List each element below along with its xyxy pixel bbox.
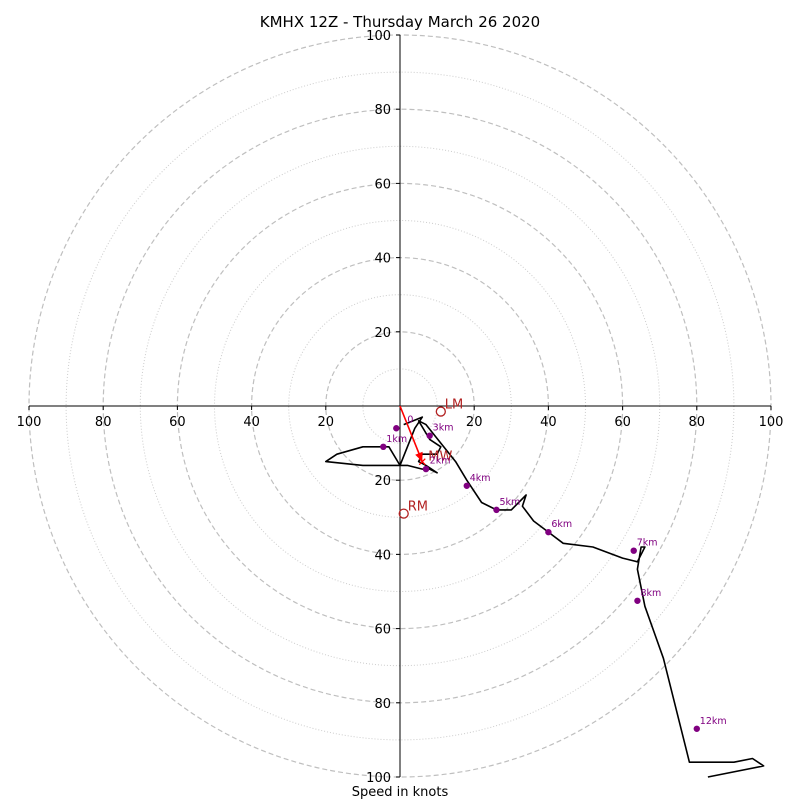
chart-title: KMHX 12Z - Thursday March 26 2020 bbox=[260, 13, 540, 31]
height-marker-point bbox=[422, 465, 430, 473]
tick-labels: 100 80 60 40 20 20 40 60 80 100 20 40 60 80 100 20 40 60 8… bbox=[17, 29, 784, 786]
x-tick-label: 20 bbox=[318, 415, 335, 430]
mean-wind-label: MW bbox=[428, 450, 452, 465]
x-tick-label: 20 bbox=[466, 415, 483, 430]
height-marker-label: 6km bbox=[551, 519, 572, 530]
height-marker-point bbox=[426, 432, 433, 439]
x-tick-label: 40 bbox=[243, 415, 260, 430]
height-marker-label: 12km bbox=[700, 716, 727, 727]
y-tick-label: 20 bbox=[374, 474, 391, 489]
storm-motion-point bbox=[435, 406, 446, 417]
y-tick-label: 60 bbox=[374, 623, 391, 638]
x-tick-label: 60 bbox=[169, 415, 186, 430]
height-marker-label: 1km bbox=[386, 434, 407, 445]
x-tick-label: 100 bbox=[759, 415, 784, 430]
height-marker-point bbox=[630, 547, 637, 554]
x-tick-label: 40 bbox=[540, 415, 557, 430]
mean-wind-vector: MW bbox=[399, 405, 452, 466]
height-marker-label: 2km bbox=[430, 456, 451, 467]
x-tick-label: 100 bbox=[17, 415, 42, 430]
height-marker-point bbox=[463, 482, 470, 489]
storm-motion-label: LM bbox=[445, 398, 463, 413]
storm-motion-label: RM bbox=[408, 500, 428, 515]
y-tick-label: 100 bbox=[366, 771, 391, 786]
x-tick-label: 80 bbox=[95, 415, 112, 430]
height-marker-label: 4km bbox=[470, 473, 491, 484]
hodograph-line bbox=[324, 416, 765, 778]
x-axis-label: Speed in knots bbox=[352, 785, 449, 800]
height-marker-point bbox=[380, 443, 387, 451]
storm-motion-point bbox=[398, 508, 409, 519]
height-marker-label: 7km bbox=[637, 538, 658, 549]
height-marker-label: 5km bbox=[499, 497, 520, 508]
y-tick-label: 100 bbox=[366, 29, 391, 44]
height-marker-point bbox=[693, 725, 700, 732]
mean-wind-arrow bbox=[399, 405, 424, 462]
storm-motion-markers: LM RM bbox=[398, 398, 463, 519]
height-marker-point bbox=[634, 597, 641, 604]
height-markers: 1km 3km 4km 5km 6km 7km 8km 12km 2km 0 bbox=[380, 415, 727, 732]
mean-wind-marker bbox=[418, 458, 426, 466]
y-tick-label: 40 bbox=[374, 252, 391, 267]
hodograph-trace bbox=[324, 416, 765, 778]
height-marker-label: 8km bbox=[640, 588, 661, 599]
y-tick-label: 80 bbox=[374, 697, 391, 712]
x-tick-label: 60 bbox=[614, 415, 631, 430]
height-marker-point bbox=[493, 506, 500, 514]
height-marker-label: 3km bbox=[433, 423, 454, 434]
height-marker-label: 0 bbox=[407, 415, 413, 426]
height-marker-point bbox=[393, 425, 400, 432]
y-tick-label: 80 bbox=[374, 103, 391, 118]
mean-wind-arrowhead bbox=[415, 451, 423, 462]
y-tick-label: 40 bbox=[374, 548, 391, 563]
y-tick-label: 60 bbox=[374, 177, 391, 192]
x-tick-label: 80 bbox=[689, 415, 706, 430]
height-marker-point bbox=[545, 528, 552, 536]
y-tick-label: 20 bbox=[374, 326, 391, 341]
